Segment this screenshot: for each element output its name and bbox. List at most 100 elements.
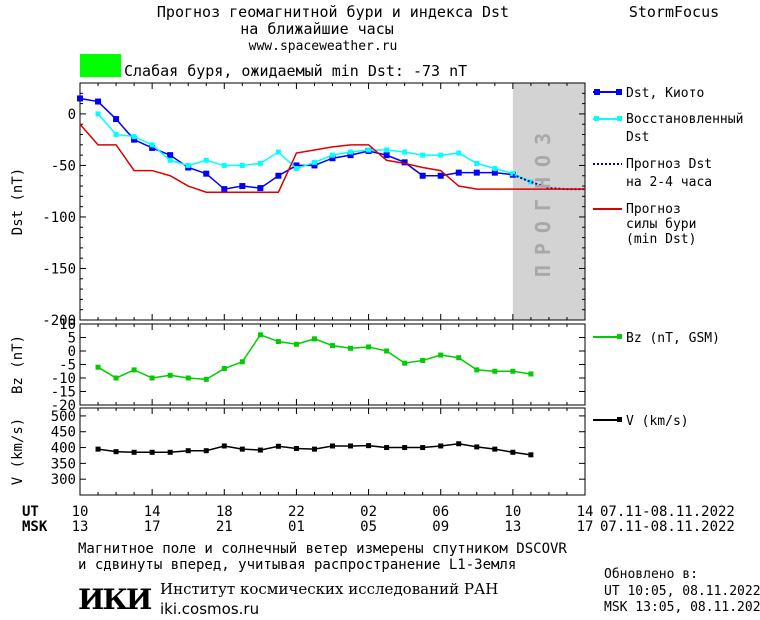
bz-series-0-point <box>131 367 137 373</box>
v-series-0-point <box>456 441 462 447</box>
ut-tick-label: 10 <box>72 504 89 520</box>
v-series-0-point <box>420 445 426 451</box>
bz-series-0-point <box>275 339 281 345</box>
dst-series-1-point <box>402 149 408 155</box>
institute-name: Институт космических исследований РАН <box>160 580 499 598</box>
dst-series-1-point <box>438 152 444 158</box>
bz-series-0-point <box>167 372 173 378</box>
bz-series-0-point <box>330 343 335 349</box>
dst-series-1-line <box>97 113 532 183</box>
bz-series-0-point <box>492 368 498 374</box>
dst-series-1-point <box>348 149 354 155</box>
dst-series-1-point <box>185 162 191 168</box>
bz-series-0-point <box>239 359 245 365</box>
bz-series-0-point <box>95 364 101 370</box>
legend-marker-dst-restored-end <box>617 116 622 121</box>
bz-ytick-label: 0 <box>68 344 76 360</box>
storm-status-text: Слабая буря, ожидаемый min Dst: -73 nT <box>124 62 467 80</box>
v-series-0-point <box>185 448 191 454</box>
bz-ylabel: Bz (nT) <box>10 335 26 394</box>
msk-tick-label: 05 <box>360 519 377 535</box>
dst-series-0-point <box>113 116 120 123</box>
v-series-0-point <box>402 445 408 451</box>
msk-tick-label: 01 <box>288 519 305 535</box>
institute-url-link[interactable]: iki.cosmos.ru <box>160 600 260 618</box>
bz-series-0-point <box>366 344 372 350</box>
dst-series-1-point <box>167 157 173 163</box>
msk-date-range: 07.11-08.11.2022 <box>600 519 735 535</box>
dst-series-1-point <box>510 171 516 177</box>
dst-series-2-line <box>512 173 585 191</box>
bz-series-0-point <box>348 345 354 351</box>
dst-series-0-point <box>239 183 246 190</box>
updated-msk: MSK 13:05, 08.11.2022 <box>604 600 760 615</box>
forecast-zone <box>512 83 585 320</box>
v-series-0-point <box>113 449 119 455</box>
v-series-0-point <box>438 443 444 449</box>
dst-series-1-point <box>257 160 263 166</box>
legend-marker-v <box>617 417 622 422</box>
legend-label-dst-forecast-2: на 2-4 часа <box>626 175 712 190</box>
ut-date-range: 07.11-08.11.2022 <box>600 504 735 520</box>
dst-frame <box>79 82 586 321</box>
chart-title-line2: на ближайшие часы <box>240 20 394 38</box>
msk-axis-label: MSK <box>22 519 48 535</box>
msk-tick-label: 21 <box>216 519 233 535</box>
dst-series-0-point <box>293 162 300 169</box>
footer-note-line1: Магнитное поле и солнечный ветер измерен… <box>78 541 567 557</box>
dst-series-0-point <box>221 186 228 193</box>
v-ytick-label: 400 <box>51 441 76 457</box>
v-series-0-point <box>275 443 281 449</box>
legend-marker-dst-restored <box>594 116 599 121</box>
legend-label-dst-forecast-1: Прогноз Dst <box>626 157 712 172</box>
dst-series-1-point <box>492 166 498 172</box>
dst-series-1-point <box>113 132 119 138</box>
legend-label-dst-restored-1: Восстановленный <box>626 112 743 127</box>
bz-ytick-label: -5 <box>59 358 76 374</box>
v-series-0-point <box>167 449 173 455</box>
dst-ytick-label: 0 <box>68 107 76 123</box>
v-series-0-point <box>149 449 155 455</box>
dst-series-1-point <box>239 162 245 168</box>
legend-marker-dst-kyoto <box>594 89 600 95</box>
dst-series-1-point <box>456 150 462 156</box>
dst-series-0-line <box>79 97 513 190</box>
dst-series-0-point <box>149 144 156 151</box>
dst-series-0-point <box>203 170 210 177</box>
dst-series-1-point <box>528 179 534 185</box>
dst-series-0-point <box>347 152 354 159</box>
v-series-0-point <box>492 446 498 452</box>
dst-series-0-point <box>329 155 336 162</box>
dst-series-1-point <box>474 160 480 166</box>
v-series-0-point <box>528 452 534 458</box>
dst-series-3-line <box>79 123 585 193</box>
bz-series-0-point <box>113 375 119 381</box>
dst-series-1-point <box>384 147 390 153</box>
v-ylabel: V (km/s) <box>10 418 26 485</box>
legend-label-dst-restored-2: Dst <box>626 130 649 145</box>
v-series-0-point <box>474 444 480 450</box>
bz-series-0-point <box>311 336 317 342</box>
ut-tick-label: 14 <box>577 504 594 520</box>
storm-status-swatch <box>80 54 121 77</box>
brand-name: StormFocus <box>629 3 719 21</box>
dst-series-0-point <box>257 185 264 192</box>
legend-label-storm-forecast-3: (min Dst) <box>626 232 696 247</box>
v-series-0-point <box>510 449 516 455</box>
dst-series-0-point <box>473 169 480 176</box>
dst-series-0-point <box>95 98 102 105</box>
bz-series-0-point <box>510 368 516 374</box>
dst-ytick-label: -100 <box>42 210 76 226</box>
dst-series-1-point <box>420 152 426 158</box>
dst-series-1-point <box>149 142 155 148</box>
dst-series-0-point <box>311 162 318 169</box>
bz-series-0-line <box>97 333 532 381</box>
ut-tick-label: 14 <box>144 504 161 520</box>
legend-marker-bz <box>617 334 622 339</box>
dst-series-0-point <box>131 136 138 143</box>
dst-series-0-point <box>383 152 390 159</box>
msk-tick-label: 17 <box>144 519 161 535</box>
ut-tick-label: 10 <box>504 504 521 520</box>
bz-series-0-point <box>203 376 209 382</box>
